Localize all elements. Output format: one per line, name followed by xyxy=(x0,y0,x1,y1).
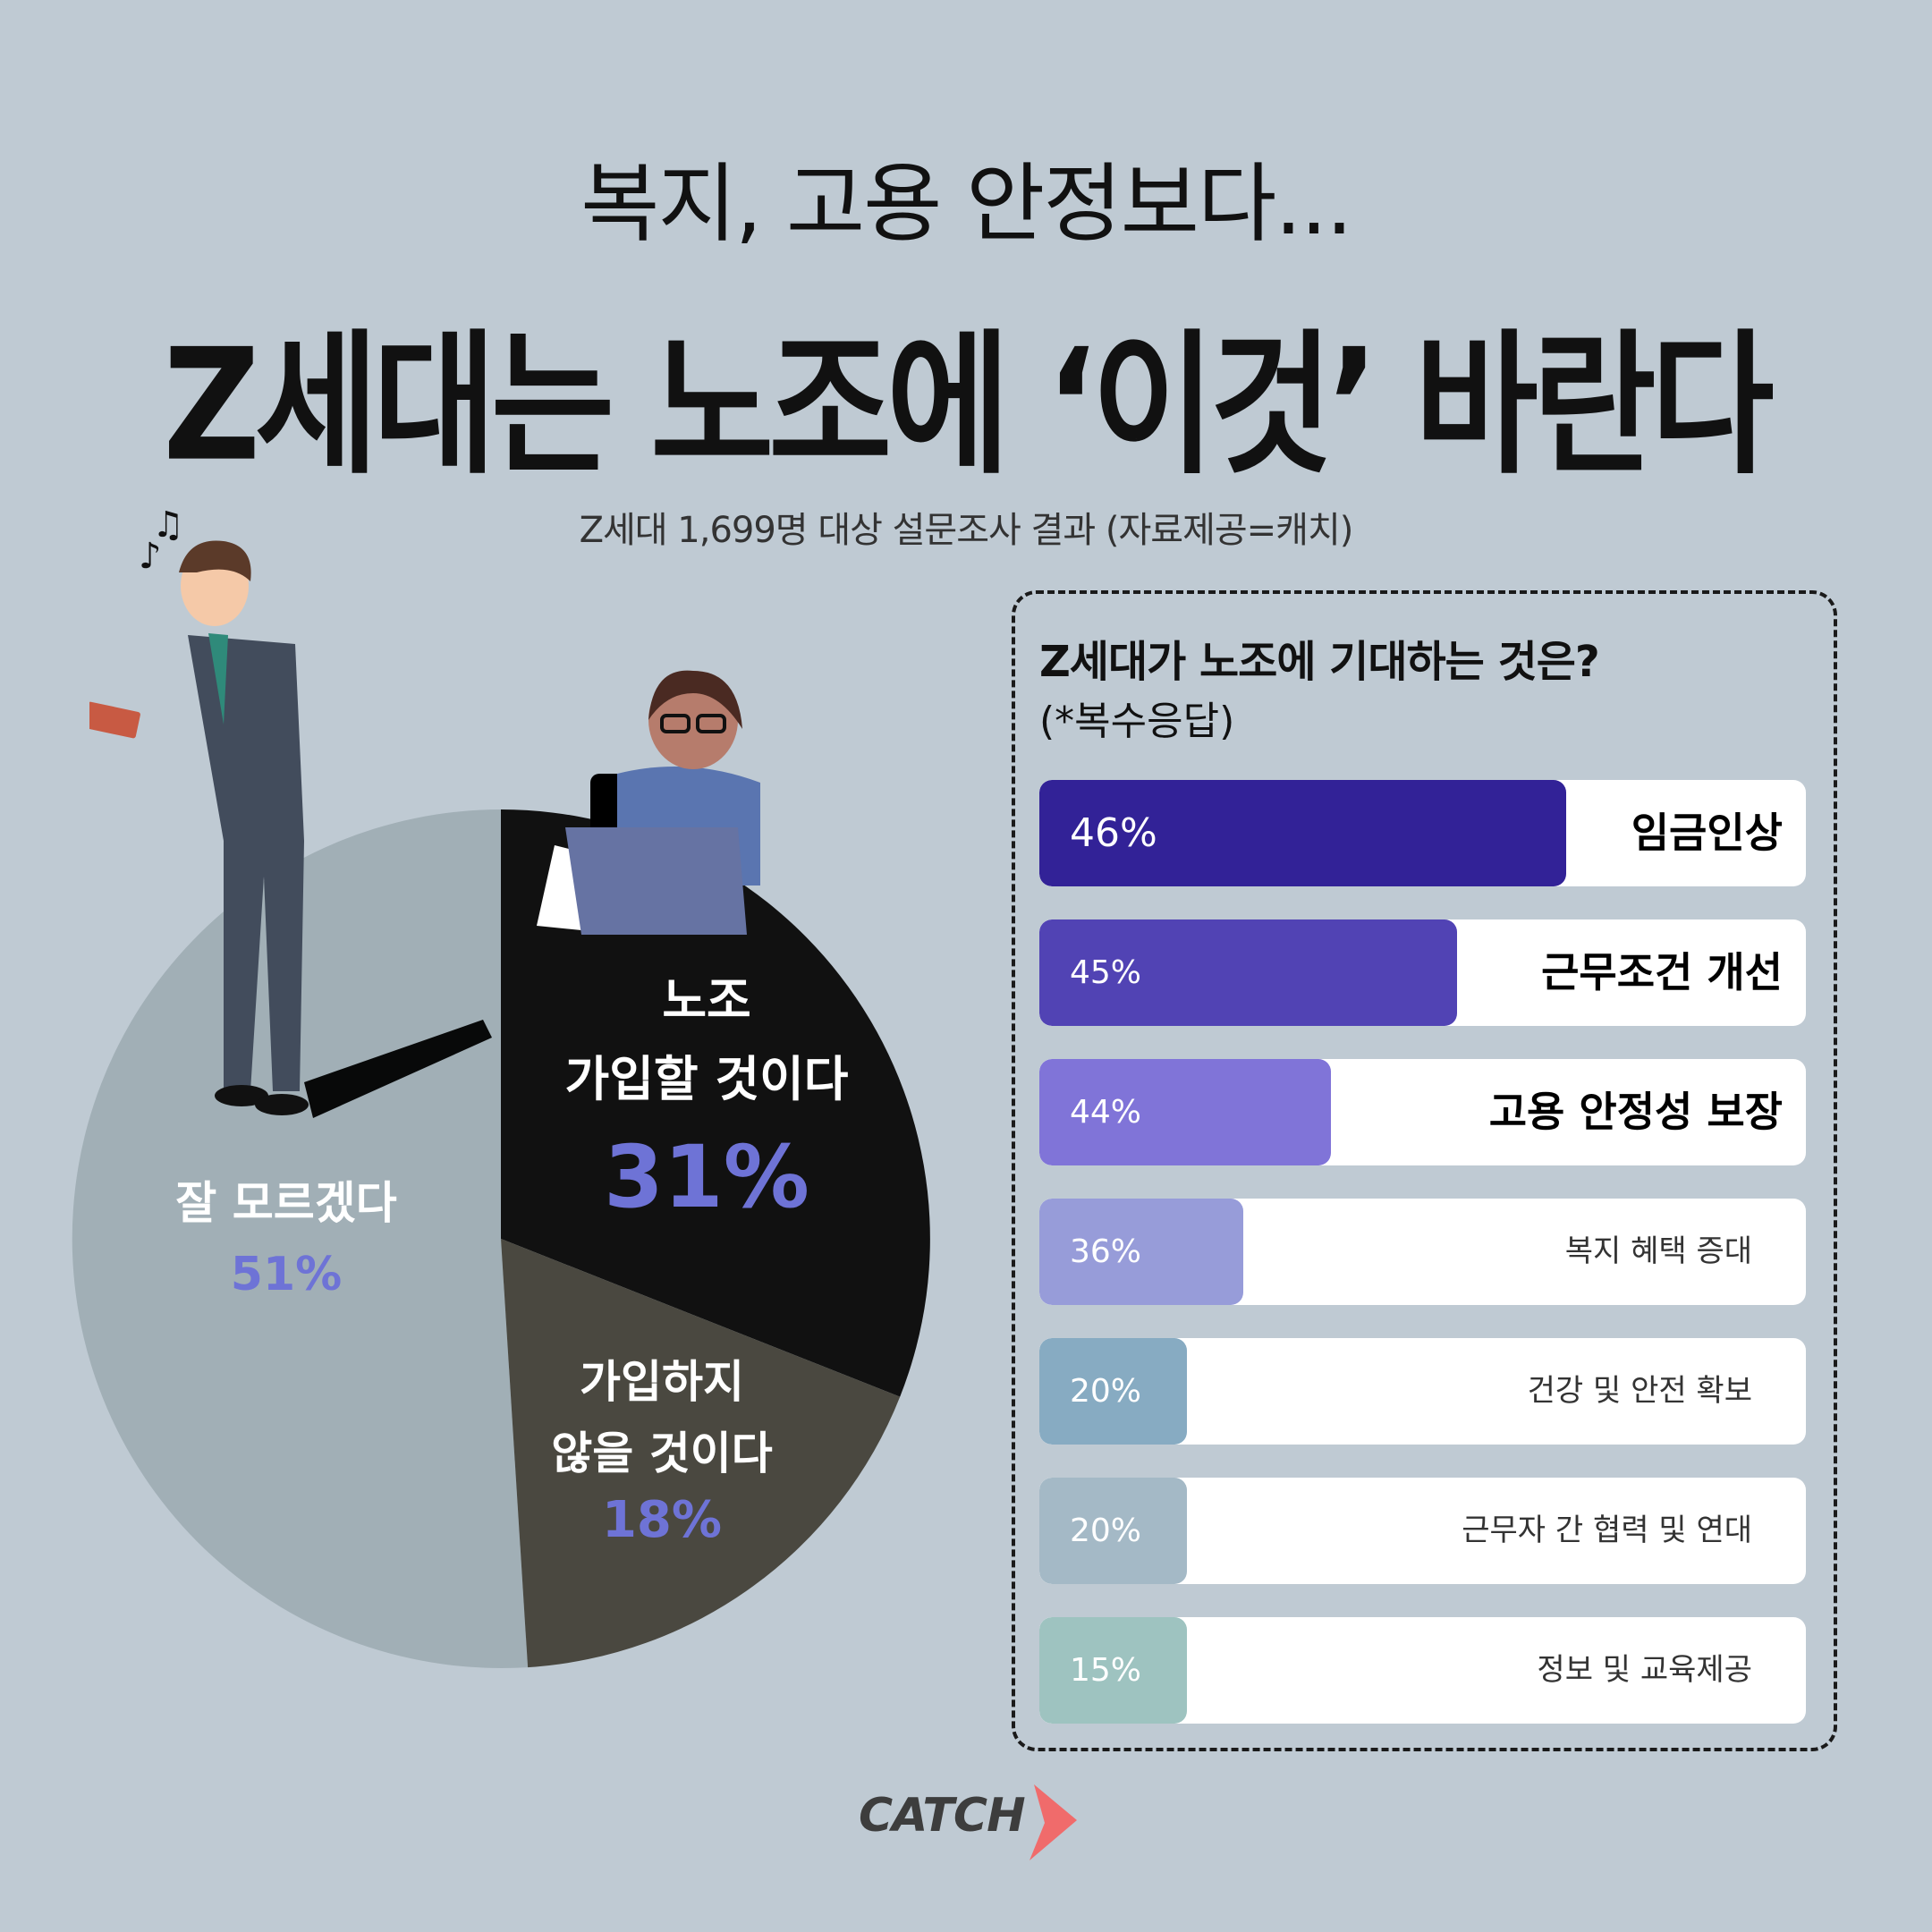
pie-label-line: 가입하지 xyxy=(580,1356,744,1408)
pie-chart xyxy=(72,809,930,1668)
bar-row: 44% 고용 안정성 보장 xyxy=(1039,1059,1806,1165)
bar-fill xyxy=(1039,1059,1331,1165)
pie-label-line: 가입할 것이다 xyxy=(564,1051,849,1107)
pie-label-unknown: 잘 모르겠다 51% xyxy=(143,1172,429,1315)
arrow-chevron-icon xyxy=(1030,1784,1077,1860)
bar-percent: 36% xyxy=(1070,1233,1142,1270)
businessman-illustration: ♫ ♪ xyxy=(89,504,492,1118)
pie-label-line: 잘 모르겠다 xyxy=(175,1177,397,1229)
bar-fill xyxy=(1039,1617,1187,1724)
pie-label-will-join: 노조 가입할 것이다 31% xyxy=(519,962,894,1235)
bar-label: 고용 안정성 보장 xyxy=(1488,1088,1783,1136)
logo-text: CATCH xyxy=(859,1789,1026,1843)
bar-label: 임금인상 xyxy=(1631,809,1783,857)
pie-percent-will-not-join: 18% xyxy=(601,1491,723,1549)
bar-percent: 44% xyxy=(1070,1094,1142,1131)
bar-row: 46% 임금인상 xyxy=(1039,780,1806,886)
bar-fill xyxy=(1039,780,1566,886)
pie-label-will-not-join: 가입하지 않을 것이다 18% xyxy=(519,1346,805,1552)
bar-label: 정보 및 교육제공 xyxy=(1537,1652,1752,1688)
bar-fill xyxy=(1039,1478,1187,1584)
bar-percent: 46% xyxy=(1070,810,1157,856)
bar-label: 건강 및 안전 확보 xyxy=(1527,1373,1752,1409)
survey-subtitle: Z세대 1,699명 대상 설문조사 결과 (자료제공=캐치) xyxy=(579,510,1354,551)
pie-slice-will-not-join xyxy=(501,1239,901,1668)
bar-fill xyxy=(1039,1338,1187,1445)
pie-percent-unknown: 51% xyxy=(230,1248,343,1301)
bar-row: 15% 정보 및 교육제공 xyxy=(1039,1617,1806,1724)
bar-label: 근무조건 개선 xyxy=(1541,948,1783,996)
pie-svg xyxy=(72,809,930,1668)
title-line-1: 복지, 고용 안정보다... xyxy=(580,154,1353,254)
pie-percent-will-join: 31% xyxy=(604,1127,809,1227)
bar-percent: 45% xyxy=(1070,954,1142,991)
pie-label-line: 노조 xyxy=(662,972,751,1029)
title-line-2: Z세대는 노조에 ‘이것’ 바란다 xyxy=(163,316,1774,496)
music-note-icon: ♪ xyxy=(139,536,162,577)
bar-fill xyxy=(1039,1199,1243,1305)
bar-fill xyxy=(1039,919,1457,1026)
bar-row: 36% 복지 혜택 증대 xyxy=(1039,1199,1806,1305)
bar-label: 근무자 간 협력 및 연대 xyxy=(1462,1513,1752,1548)
panel-note: (*복수응답) xyxy=(1039,699,1235,744)
bar-row: 20% 건강 및 안전 확보 xyxy=(1039,1338,1806,1445)
catch-logo: CATCH xyxy=(857,1780,1077,1860)
pie-label-line: 않을 것이다 xyxy=(551,1428,773,1479)
expectations-panel xyxy=(1012,590,1837,1751)
music-note-icon: ♫ xyxy=(152,504,184,546)
pie-slice-unknown xyxy=(72,809,529,1668)
pie-slice-will-join xyxy=(501,809,930,1397)
panel-question: Z세대가 노조에 기대하는 것은? xyxy=(1039,637,1600,687)
shadow xyxy=(304,1020,492,1118)
bar-row: 20% 근무자 간 협력 및 연대 xyxy=(1039,1478,1806,1584)
bar-label: 복지 혜택 증대 xyxy=(1564,1233,1752,1269)
bar-percent: 20% xyxy=(1070,1373,1142,1410)
bar-row: 45% 근무조건 개선 xyxy=(1039,919,1806,1026)
bar-percent: 15% xyxy=(1070,1652,1142,1689)
stressed-worker-illustration xyxy=(537,670,760,935)
bar-percent: 20% xyxy=(1070,1513,1142,1549)
